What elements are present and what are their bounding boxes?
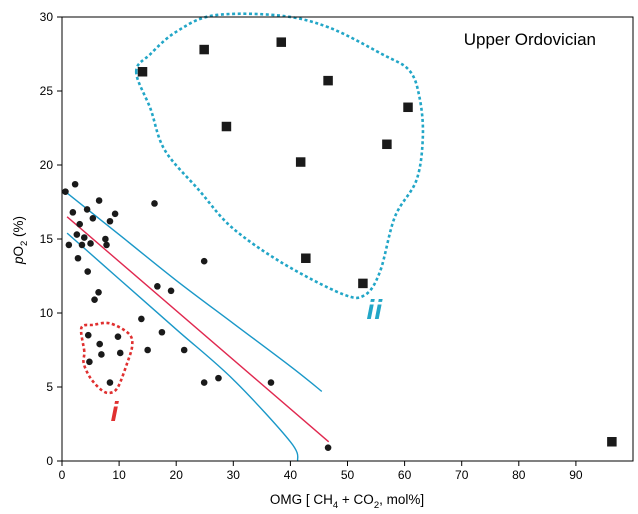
data-point-square (301, 253, 311, 263)
data-point-circle (144, 346, 151, 354)
data-point-circle (215, 374, 222, 382)
data-point-circle (106, 217, 114, 225)
data-point-circle (158, 328, 166, 336)
x-tick-label: 60 (398, 468, 412, 482)
confidence-band-upper (66, 192, 323, 392)
data-point-square (199, 44, 209, 55)
x-tick-label: 90 (569, 468, 583, 482)
y-tick-label: 15 (40, 232, 54, 246)
data-point-circle (167, 287, 175, 295)
y-tick-label: 25 (40, 84, 54, 98)
data-point-circle (91, 296, 98, 303)
data-point-square (276, 37, 287, 47)
data-point-circle (96, 340, 103, 348)
data-point-circle (65, 241, 73, 249)
data-point-square (403, 102, 413, 113)
x-axis-title-subscript: 2 (374, 500, 379, 511)
data-point-circle (71, 180, 79, 188)
group-labels: iii (111, 294, 384, 427)
data-point-circle (89, 214, 97, 222)
data-point-square (382, 139, 392, 150)
data-point-circle (78, 241, 86, 249)
group-label-i: i (111, 396, 120, 427)
x-tick-label: 10 (112, 468, 126, 482)
confidence-band-lower (66, 232, 299, 462)
y-axis-title: pO2 (%) (11, 216, 30, 265)
data-point-circle (324, 444, 332, 451)
x-tick-label: 70 (455, 468, 469, 482)
data-point-square (323, 75, 333, 86)
data-point-circle (69, 209, 77, 216)
x-axis-title-part: OMG [ CH (270, 492, 333, 507)
x-tick-label: 0 (59, 468, 66, 482)
data-point-circle (138, 315, 145, 323)
data-point-circle (103, 241, 110, 249)
data-point-circle (151, 200, 158, 207)
x-axis-title-part: + CO (338, 492, 374, 507)
group-outline-ii (134, 12, 425, 300)
data-point-square (221, 121, 232, 132)
y-tick-label: 5 (46, 380, 53, 394)
data-point-square (607, 437, 617, 447)
y-tick-label: 0 (46, 454, 53, 468)
plot-area-frame (61, 16, 634, 462)
data-point-circle (200, 257, 208, 265)
y-tick-label: 20 (40, 158, 54, 172)
regression-line (66, 216, 330, 443)
data-point-circle (116, 349, 124, 357)
x-tick-label: 80 (512, 468, 526, 482)
y-axis-title-italic: p (11, 256, 26, 265)
data-point-square (137, 67, 148, 77)
x-tick-label: 40 (284, 468, 298, 482)
x-tick-label: 50 (341, 468, 355, 482)
data-point-circle (200, 379, 208, 386)
y-axis-title-subscript: 2 (19, 241, 30, 246)
data-point-circle (102, 235, 109, 243)
x-axis-title-subscript: 4 (333, 500, 338, 511)
data-point-circle (86, 358, 93, 366)
data-point-circle (111, 210, 119, 218)
x-tick-label: 20 (170, 468, 184, 482)
group-label-ii: ii (367, 294, 384, 325)
y-axis-title-part: O (11, 246, 26, 257)
data-point-circle (87, 240, 94, 247)
data-point-circle (80, 234, 88, 241)
data-point-circle (76, 220, 84, 228)
data-point-circle (84, 268, 91, 275)
data-points (62, 37, 617, 451)
plot-overlays (66, 12, 425, 462)
data-point-circle (114, 333, 122, 340)
data-point-circle (74, 254, 82, 262)
chart-title: Upper Ordovician (464, 30, 596, 49)
data-point-square (358, 278, 368, 289)
y-tick-label: 30 (40, 10, 54, 24)
data-point-circle (98, 351, 105, 358)
group-outline-i (79, 321, 134, 395)
data-point-circle (267, 379, 275, 386)
y-tick-label: 10 (40, 306, 54, 320)
data-point-square (295, 157, 306, 167)
x-axis-title: OMG [ CH4 + CO2, mol%] (270, 492, 424, 511)
data-point-circle (83, 206, 91, 213)
x-axis-title-part: , mol%] (379, 492, 424, 507)
data-point-circle (106, 379, 114, 386)
data-point-circle (73, 231, 81, 238)
data-point-circle (180, 346, 188, 354)
y-axis-title-part: (%) (11, 216, 26, 241)
data-point-circle (95, 288, 102, 296)
x-tick-label: 30 (227, 468, 241, 482)
data-point-circle (154, 283, 161, 290)
axis-ticks: 0 10 20 30 40 50 60 70 80 90 0 5 10 15 20 25 30 (40, 10, 583, 482)
data-point-circle (95, 197, 103, 204)
data-point-circle (62, 188, 69, 195)
data-point-circle (84, 331, 92, 339)
